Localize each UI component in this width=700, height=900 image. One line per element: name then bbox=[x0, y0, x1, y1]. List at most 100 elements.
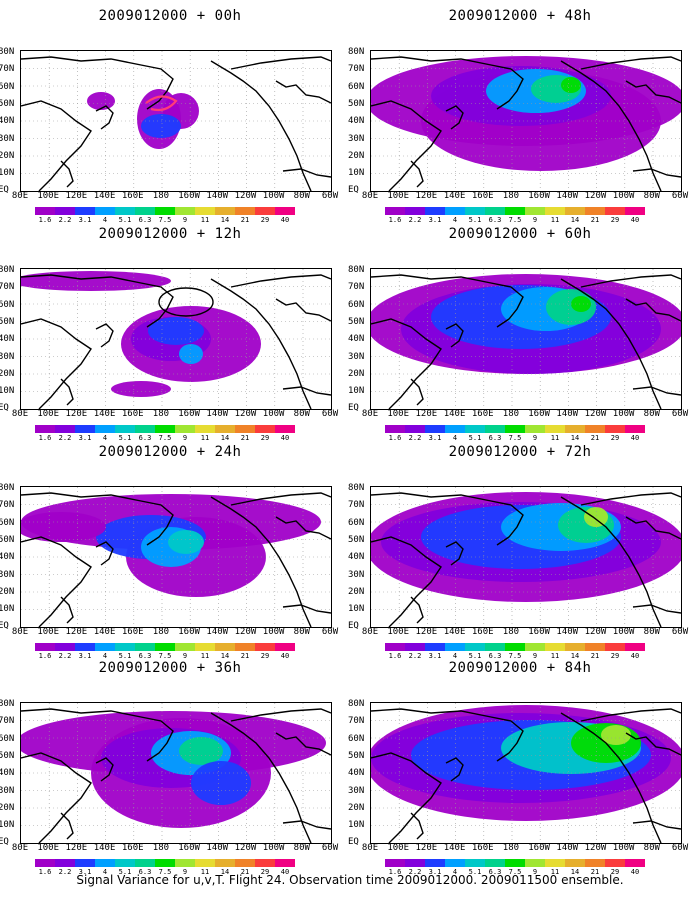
colorbar-swatch bbox=[215, 207, 235, 215]
colorbar-level: 21 bbox=[590, 868, 600, 876]
lon-label: 140W bbox=[206, 843, 229, 853]
colorbar-swatch bbox=[425, 425, 445, 433]
lat-label: 10N bbox=[0, 604, 15, 615]
colorbar-level: 3.1 bbox=[428, 652, 442, 660]
colorbar-swatch bbox=[195, 425, 215, 433]
colorbar-swatch bbox=[35, 859, 55, 867]
colorbar-swatch bbox=[115, 643, 135, 651]
coastline bbox=[632, 386, 681, 396]
colorbar-swatch bbox=[405, 207, 425, 215]
coastline bbox=[95, 105, 114, 130]
coastline bbox=[282, 604, 331, 614]
colorbar-level: 2.2 bbox=[408, 216, 422, 224]
colorbar-level: 1.6 bbox=[38, 652, 52, 660]
colorbar-swatch bbox=[425, 859, 445, 867]
colorbar-swatch bbox=[385, 859, 405, 867]
map-field bbox=[370, 702, 682, 844]
lat-label: 20N bbox=[348, 802, 365, 813]
colorbar-level: 5.1 bbox=[468, 868, 482, 876]
colorbar-level: 4 bbox=[102, 216, 108, 224]
colorbar-level: 14 bbox=[220, 434, 230, 442]
lat-label: EQ bbox=[0, 403, 9, 414]
map-panel: 2009012000 + 84h 80N 70N 60N 50N 40N 30N 20N 10N… bbox=[348, 660, 690, 876]
lon-label: 80W bbox=[293, 627, 310, 637]
colorbar-swatch bbox=[545, 207, 565, 215]
colorbar-level: 5.1 bbox=[118, 868, 132, 876]
coastline bbox=[560, 278, 662, 409]
panel-title: 2009012000 + 72h bbox=[448, 444, 592, 460]
colorbar-level: 7.5 bbox=[508, 434, 522, 442]
lon-label: 100W bbox=[262, 191, 285, 201]
lon-label: 180 bbox=[502, 191, 520, 201]
colorbar bbox=[385, 859, 645, 867]
colorbar-swatch bbox=[75, 859, 95, 867]
panel-title: 2009012000 + 24h bbox=[98, 444, 242, 460]
colorbar-swatch bbox=[525, 643, 545, 651]
coastline bbox=[410, 378, 424, 406]
lon-label: 140W bbox=[556, 843, 579, 853]
colorbar-level: 29 bbox=[260, 652, 270, 660]
lon-label: 180 bbox=[152, 843, 170, 853]
lon-label: 80W bbox=[643, 843, 660, 853]
lat-label: EQ bbox=[0, 185, 9, 196]
lat-label: 50N bbox=[348, 316, 365, 327]
colorbar-level: 2.2 bbox=[58, 868, 72, 876]
lat-label: 30N bbox=[348, 133, 365, 144]
colorbar-swatch bbox=[505, 859, 525, 867]
colorbar-swatch bbox=[215, 643, 235, 651]
colorbar-level: 7.5 bbox=[508, 652, 522, 660]
lat-label: 50N bbox=[348, 750, 365, 761]
colorbar-swatch bbox=[135, 207, 155, 215]
colorbar-level: 9 bbox=[532, 868, 538, 876]
lon-label: 80E bbox=[11, 191, 29, 201]
coastline bbox=[560, 496, 662, 627]
colorbar-level: 14 bbox=[220, 216, 230, 224]
lat-label: 50N bbox=[348, 534, 365, 545]
coastline bbox=[60, 160, 74, 188]
coastline bbox=[371, 274, 524, 328]
lon-label: 120W bbox=[234, 627, 257, 637]
coastline bbox=[371, 318, 442, 409]
colorbar-level: 29 bbox=[260, 216, 270, 224]
lat-label: 50N bbox=[0, 750, 15, 761]
colorbar-level: 1.6 bbox=[388, 652, 402, 660]
coastline bbox=[210, 712, 312, 843]
map-field bbox=[20, 268, 332, 410]
colorbar-level: 11 bbox=[550, 868, 560, 876]
lat-label: 60N bbox=[0, 81, 15, 92]
colorbar-level: 9 bbox=[182, 216, 188, 224]
colorbar-swatch bbox=[505, 207, 525, 215]
colorbar-swatch bbox=[255, 425, 275, 433]
colorbar bbox=[35, 643, 295, 651]
coastline bbox=[21, 492, 174, 546]
lat-label: 30N bbox=[0, 351, 15, 362]
colorbar-swatch bbox=[95, 207, 115, 215]
field-plot bbox=[21, 703, 331, 843]
lon-label: 100W bbox=[612, 627, 635, 637]
lon-label: 120W bbox=[234, 843, 257, 853]
lon-label: 100E bbox=[37, 409, 60, 419]
colorbar-level: 11 bbox=[550, 216, 560, 224]
lon-label: 160E bbox=[471, 843, 494, 853]
colorbar-swatch bbox=[385, 207, 405, 215]
lon-label: 80E bbox=[361, 409, 379, 419]
map-field bbox=[20, 486, 332, 628]
coastline bbox=[95, 323, 114, 348]
lon-label: 100W bbox=[612, 409, 635, 419]
lon-label: 140E bbox=[443, 191, 466, 201]
colorbar-level: 14 bbox=[220, 652, 230, 660]
map-field bbox=[370, 50, 682, 192]
lon-label: 120E bbox=[65, 627, 88, 637]
colorbar-swatch bbox=[565, 859, 585, 867]
lon-label: 120E bbox=[415, 843, 438, 853]
field-plot bbox=[21, 51, 331, 191]
lat-label: 70N bbox=[348, 500, 365, 511]
colorbar-level: 6.3 bbox=[488, 434, 502, 442]
colorbar-swatch bbox=[625, 859, 645, 867]
variance-contour bbox=[87, 92, 115, 110]
lat-label: 20N bbox=[0, 150, 15, 161]
map-field bbox=[370, 268, 682, 410]
colorbar-level: 40 bbox=[630, 868, 640, 876]
colorbar-level: 4 bbox=[102, 434, 108, 442]
colorbar-level: 2.2 bbox=[408, 652, 422, 660]
